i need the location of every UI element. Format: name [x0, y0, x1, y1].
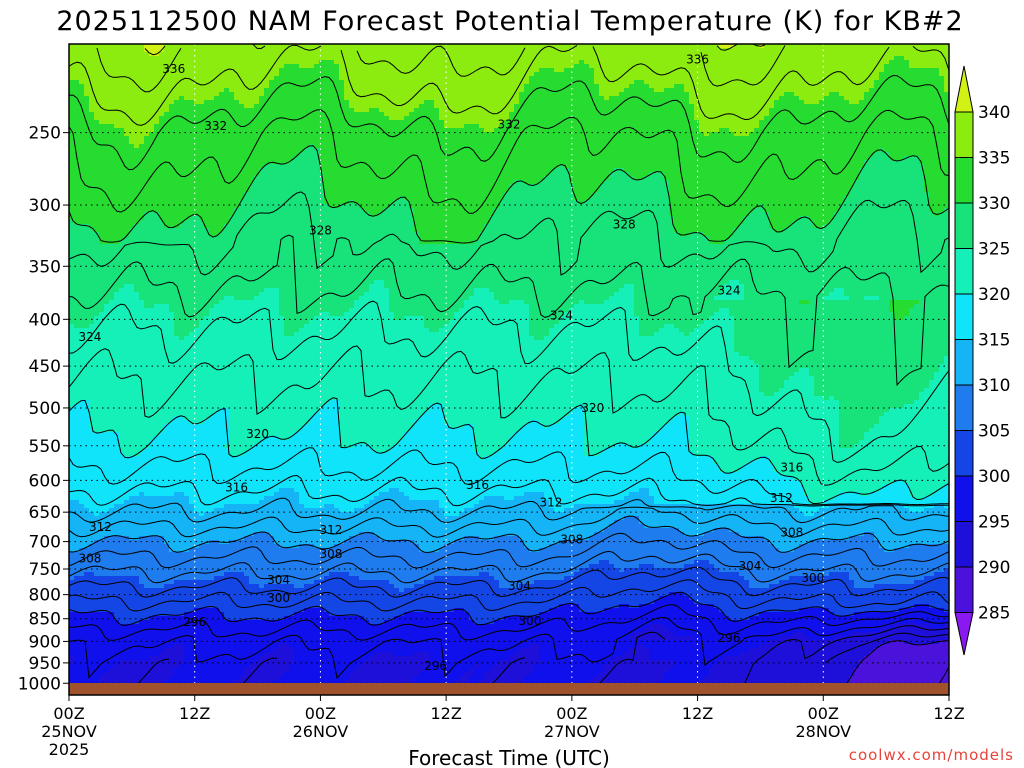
colorbar-segment — [955, 249, 973, 295]
colorbar-label-290: 290 — [978, 558, 1010, 578]
x-tick-label: 00Z — [53, 704, 84, 723]
chart-title: 2025112500 NAM Forecast Potential Temper… — [56, 6, 963, 37]
contour-label-304: 304 — [267, 573, 290, 587]
colorbar: 340 335 330 325 320 315 310 305 300 295 290 285 — [955, 66, 1010, 655]
contour-label-312: 312 — [89, 520, 112, 534]
x-axis-label: Forecast Time (UTC) — [408, 746, 610, 768]
colorbar-top-arrow — [955, 66, 973, 112]
contour-label-316: 316 — [780, 461, 803, 475]
colorbar-label-305: 305 — [978, 422, 1010, 442]
x-tick-year: 2025 — [49, 740, 90, 759]
colorbar-label-320: 320 — [978, 285, 1010, 305]
contour-label-308: 308 — [560, 532, 583, 546]
colorbar-segment — [955, 158, 973, 204]
colorbar-label-330: 330 — [978, 194, 1010, 214]
y-tick-label-750: 750 — [29, 560, 61, 580]
contour-label-300: 300 — [518, 614, 541, 628]
contour-label-308: 308 — [78, 551, 101, 565]
contour-label-296: 296 — [718, 631, 741, 645]
x-tick-date: 27NOV — [544, 722, 600, 741]
ground-surface — [69, 683, 949, 695]
x-tick-label: 00Z — [305, 704, 336, 723]
colorbar-segment — [955, 522, 973, 568]
x-tick-label: 00Z — [808, 704, 839, 723]
y-tick-label-300: 300 — [29, 196, 61, 216]
contour-label-336: 336 — [686, 53, 709, 67]
y-tick-label-900: 900 — [29, 632, 61, 652]
x-tick-label: 12Z — [430, 704, 461, 723]
x-tick-label: 12Z — [179, 704, 210, 723]
contour-label-324: 324 — [550, 308, 573, 322]
y-tick-label-650: 650 — [29, 503, 61, 523]
y-tick-label-700: 700 — [29, 533, 61, 553]
colorbar-label-310: 310 — [978, 376, 1010, 396]
colorbar-segment — [955, 385, 973, 431]
colorbar-label-340: 340 — [978, 103, 1010, 123]
y-axis: 2503003504004505005506006507007508008509… — [18, 124, 69, 695]
contour-label-308: 308 — [319, 547, 342, 561]
x-tick-label: 00Z — [556, 704, 587, 723]
colorbar-label-335: 335 — [978, 149, 1010, 169]
contour-label-296: 296 — [424, 659, 447, 673]
contour-label-328: 328 — [309, 224, 332, 238]
colorbar-segment — [955, 431, 973, 477]
colorbar-bottom-arrow — [955, 613, 973, 656]
contour-label-308: 308 — [780, 525, 803, 539]
colorbar-segment — [955, 203, 973, 249]
contour-label-296: 296 — [183, 615, 206, 629]
contour-label-332: 332 — [204, 119, 227, 133]
contour-label-312: 312 — [770, 491, 793, 505]
y-tick-label-250: 250 — [29, 124, 61, 144]
y-tick-label-600: 600 — [29, 471, 61, 491]
contour-label-304: 304 — [738, 559, 761, 573]
contour-label-312: 312 — [539, 495, 562, 509]
x-tick-label: 12Z — [933, 704, 964, 723]
colorbar-segment — [955, 476, 973, 522]
x-tick-date: 28NOV — [795, 722, 851, 741]
y-tick-label-800: 800 — [29, 586, 61, 606]
contour-label-316: 316 — [466, 478, 489, 492]
colorbar-label-295: 295 — [978, 513, 1010, 533]
x-tick-date: 25NOV — [41, 722, 97, 741]
colorbar-segment — [955, 340, 973, 386]
potential-temperature-chart: 2025112500 NAM Forecast Potential Temper… — [0, 0, 1024, 768]
y-tick-label-1000: 1000 — [18, 674, 61, 694]
credit-text: coolwx.com/models — [849, 746, 1014, 764]
y-tick-label-450: 450 — [29, 357, 61, 377]
y-tick-label-500: 500 — [29, 399, 61, 419]
colorbar-label-325: 325 — [978, 240, 1010, 260]
y-tick-label-550: 550 — [29, 437, 61, 457]
y-tick-label-400: 400 — [29, 310, 61, 330]
contour-label-320: 320 — [581, 401, 604, 415]
contour-label-300: 300 — [801, 571, 824, 585]
contour-label-328: 328 — [613, 217, 636, 231]
colorbar-label-285: 285 — [978, 604, 1010, 624]
y-tick-label-950: 950 — [29, 654, 61, 674]
contour-label-304: 304 — [508, 579, 531, 593]
colorbar-segment — [955, 294, 973, 340]
colorbar-segment — [955, 567, 973, 613]
contour-label-324: 324 — [718, 283, 741, 297]
contour-label-300: 300 — [267, 591, 290, 605]
colorbar-label-315: 315 — [978, 331, 1010, 351]
y-tick-label-350: 350 — [29, 257, 61, 277]
y-tick-label-850: 850 — [29, 610, 61, 630]
contour-label-312: 312 — [319, 523, 342, 537]
contour-label-320: 320 — [246, 427, 269, 441]
colorbar-segment — [955, 112, 973, 158]
contour-label-324: 324 — [78, 330, 101, 344]
x-tick-label: 12Z — [682, 704, 713, 723]
contour-label-316: 316 — [225, 481, 248, 495]
contour-label-336: 336 — [162, 62, 185, 76]
x-tick-date: 26NOV — [293, 722, 349, 741]
colorbar-label-300: 300 — [978, 467, 1010, 487]
contour-label-332: 332 — [498, 118, 521, 132]
